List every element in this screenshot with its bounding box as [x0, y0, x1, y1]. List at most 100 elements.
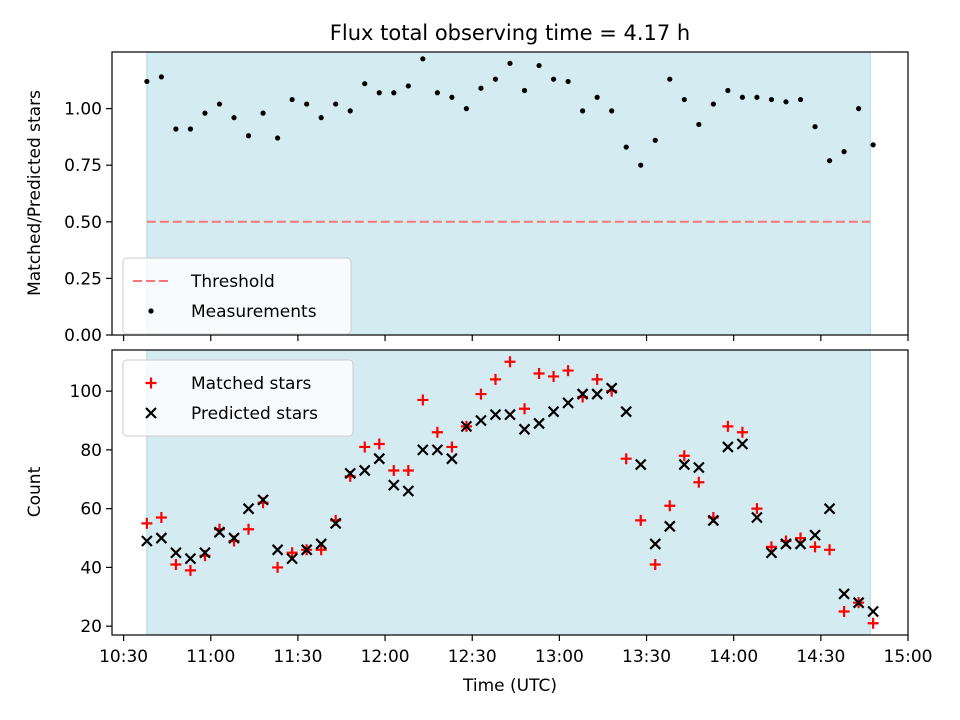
bottom-x-tick-label-4: 12:30: [448, 647, 497, 667]
top-series-0-point-14: [347, 108, 353, 114]
bottom-series-1-point-34: [634, 458, 647, 471]
bottom-series-1-point-31: [591, 388, 603, 400]
top-series-0-point-2: [173, 126, 179, 132]
top-series-0-point-41: [739, 94, 746, 100]
bottom-series-1-point-22: [460, 420, 473, 433]
bottom-series-1-point-5: [213, 526, 226, 538]
top-series-0-point-22: [463, 106, 470, 112]
top-series-0-point-50: [870, 142, 876, 148]
bottom-series-1-point-42: [751, 511, 763, 524]
bottom-series-1-point-24: [489, 408, 502, 421]
bottom-series-1-point-28: [547, 405, 560, 418]
bottom-series-0-point-16: [373, 438, 385, 450]
top-y-tick-label-4: 1.00: [64, 100, 102, 120]
bottom-legend-swatch-1: [145, 407, 157, 419]
bottom-series-1-point-47: [823, 502, 836, 515]
top-series-0-point-35: [652, 137, 658, 143]
bottom-series-0-point-40: [722, 420, 734, 432]
bottom-series-0-point-33: [620, 453, 632, 465]
bottom-x-tick-label-8: 14:30: [796, 647, 845, 667]
bottom-series-1-point-23: [475, 414, 487, 427]
top-y-tick-label-0: 0.00: [64, 326, 102, 346]
top-series-0-point-31: [594, 94, 600, 100]
bottom-series-1-point-33: [620, 405, 632, 418]
bottom-series-0-point-10: [286, 547, 298, 559]
bottom-series-0-point-2: [170, 558, 182, 570]
bottom-legend-label-1: Predicted stars: [191, 404, 318, 424]
bottom-series-1-point-3: [184, 552, 197, 565]
bottom-series-0-point-19: [417, 394, 429, 406]
bottom-series-1-point-9: [271, 544, 284, 556]
bottom-series-0-point-28: [548, 370, 560, 382]
bottom-series-0-point-31: [591, 373, 603, 385]
top-series-0-point-17: [391, 90, 397, 96]
bottom-x-tick-label-7: 14:00: [709, 647, 758, 667]
bottom-series-1-point-20: [431, 444, 444, 456]
bottom-x-tick-label-9: 15:00: [884, 647, 933, 667]
bottom-series-0-point-35: [649, 558, 661, 570]
top-series-0-point-27: [536, 62, 542, 69]
bottom-series-1-point-0: [141, 535, 153, 547]
bottom-series-0-point-7: [243, 523, 255, 535]
top-series-0-point-30: [580, 108, 586, 114]
bottom-series-1-point-40: [722, 441, 734, 453]
bottom-y-tick-label-2: 60: [80, 500, 102, 520]
top-series-0-point-45: [797, 96, 804, 103]
bottom-series-1-point-11: [300, 544, 313, 556]
bottom-y-tick-label-3: 80: [80, 441, 102, 461]
bottom-series-1-point-35: [649, 538, 662, 550]
bottom-series-1-point-25: [504, 408, 516, 421]
top-series-0-point-10: [289, 96, 295, 103]
bottom-legend-label-0: Matched stars: [191, 374, 311, 394]
bottom-x-tick-label-2: 11:30: [273, 647, 322, 667]
top-series-0-point-49: [856, 106, 862, 112]
top-series-0-point-26: [521, 87, 528, 94]
bottom-series-0-point-18: [402, 464, 414, 476]
top-series-0-point-36: [667, 76, 673, 82]
bottom-series-1-point-15: [358, 464, 371, 477]
bottom-series-1-point-2: [170, 546, 182, 559]
bottom-series-0-point-43: [765, 541, 777, 553]
bottom-series-1-point-4: [199, 546, 211, 559]
top-series-0-point-37: [681, 96, 687, 103]
top-legend-swatch-1: [148, 308, 154, 314]
top-series-0-point-29: [565, 78, 571, 85]
top-series-0-point-21: [449, 94, 455, 100]
bottom-series-0-point-38: [693, 476, 705, 488]
bottom-series-1-point-16: [373, 452, 386, 465]
bottom-series-1-point-29: [562, 397, 574, 409]
bottom-x-tick-label-0: 10:30: [99, 647, 148, 667]
bottom-series-1-point-49: [852, 596, 865, 609]
bottom-series-1-point-37: [678, 458, 691, 471]
bottom-series-0-point-42: [751, 503, 763, 515]
bottom-series-0-point-21: [446, 441, 458, 453]
top-series-0-point-48: [841, 149, 847, 155]
bottom-series-1-point-50: [867, 605, 879, 618]
bottom-series-0-point-20: [431, 426, 443, 438]
bottom-series-1-point-6: [228, 532, 240, 544]
bottom-series-1-point-7: [242, 502, 255, 515]
bottom-series-1-point-45: [794, 538, 807, 550]
bottom-series-0-point-34: [635, 514, 647, 526]
bottom-axes-frame: [111, 349, 909, 636]
bottom-series-1-point-36: [664, 520, 676, 533]
top-series-0-point-34: [638, 162, 644, 168]
bottom-series-0-point-17: [388, 464, 400, 476]
top-series-0-point-15: [362, 81, 368, 87]
bottom-series-0-point-3: [184, 564, 196, 576]
top-y-tick-label-3: 0.75: [64, 156, 102, 176]
top-series-0-point-28: [550, 76, 557, 82]
top-series-0-point-12: [318, 115, 324, 121]
bottom-x-tick-label-3: 12:00: [361, 647, 410, 667]
top-series-0-point-38: [696, 121, 702, 128]
bottom-y-tick-label-0: 20: [80, 617, 102, 637]
bottom-legend-box: [122, 359, 354, 437]
top-series-0-point-18: [405, 83, 411, 89]
top-y-tick-label-2: 0.50: [64, 213, 102, 233]
bottom-series-0-point-23: [475, 388, 487, 400]
top-series-0-point-46: [812, 124, 818, 130]
bottom-series-0-point-36: [664, 500, 676, 512]
bottom-series-0-point-50: [867, 617, 879, 629]
bottom-series-1-point-38: [693, 461, 705, 474]
x-axis-label: Time (UTC): [462, 676, 557, 696]
